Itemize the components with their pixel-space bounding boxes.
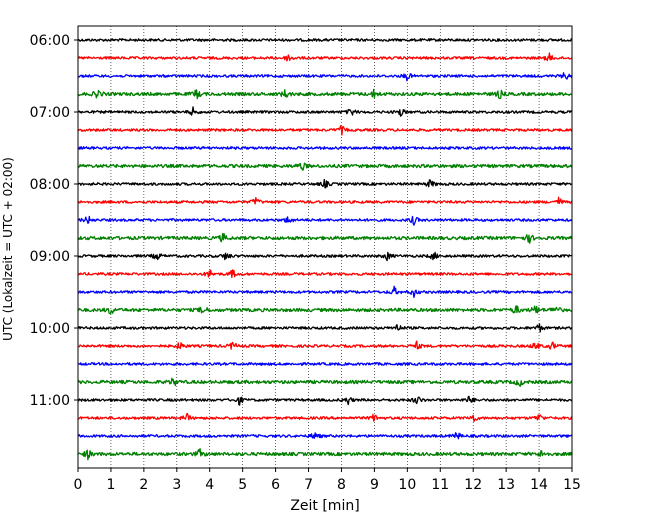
y-tick-label: 07:00: [30, 105, 70, 121]
x-tick-label: 0: [74, 477, 83, 493]
trace-1145: [77, 448, 573, 461]
x-tick-label: 2: [139, 477, 148, 493]
y-tick-label: 11:00: [30, 393, 70, 409]
plot-frame: [77, 25, 573, 469]
trace-1030: [77, 362, 573, 366]
trace-1015: [77, 340, 573, 350]
y-tick-label: 06:00: [30, 33, 70, 49]
seismic-traces: [77, 38, 573, 461]
trace-0930: [77, 285, 573, 299]
trace-0700: [77, 106, 573, 117]
trace-0915: [77, 269, 573, 279]
x-tick-label: 7: [304, 477, 313, 493]
x-tick-label: 13: [497, 477, 515, 493]
x-tick-label: 8: [337, 477, 346, 493]
x-tick-label: 12: [464, 477, 482, 493]
trace-1000: [77, 323, 573, 333]
y-tick-label: 10:00: [30, 321, 70, 337]
x-tick-label: 5: [238, 477, 247, 493]
y-axis-label: UTC (Lokalzeit = UTC + 02:00): [1, 157, 15, 341]
x-tick-label: 4: [205, 477, 214, 493]
trace-0600: [77, 38, 573, 42]
trace-0815: [77, 196, 573, 205]
x-tick-label: 14: [530, 477, 548, 493]
trace-1045: [77, 377, 573, 387]
y-tick-label: 09:00: [30, 249, 70, 265]
trace-0745: [77, 162, 573, 171]
x-tick-label: 9: [370, 477, 379, 493]
y-tick-label: 08:00: [30, 177, 70, 193]
trace-0730: [77, 146, 573, 150]
x-axis-label: Zeit [min]: [290, 498, 359, 514]
trace-1100: [77, 395, 573, 406]
trace-1130: [77, 432, 573, 440]
trace-0845: [77, 233, 573, 244]
trace-1115: [77, 412, 573, 423]
trace-0800: [77, 178, 573, 189]
trace-0715: [77, 125, 573, 136]
x-tick-label: 11: [431, 477, 449, 493]
trace-0615: [77, 52, 573, 62]
trace-0830: [77, 215, 573, 226]
x-tick-label: 3: [172, 477, 181, 493]
x-tick-label: 6: [271, 477, 280, 493]
x-tick-label: 15: [563, 477, 581, 493]
y-axis-ticks: 06:00 07:00 08:00 09:00 10:00 11:00: [30, 33, 78, 409]
trace-0945: [78, 305, 573, 315]
trace-0900: [77, 251, 573, 262]
x-axis-ticks: 0 1 2 3 4 5 6 7 8 9 10 11 12 13 14 15: [74, 468, 581, 493]
x-tick-label: 1: [106, 477, 115, 493]
trace-0645: [77, 88, 573, 100]
trace-0630: [77, 72, 573, 82]
x-tick-label: 10: [398, 477, 416, 493]
